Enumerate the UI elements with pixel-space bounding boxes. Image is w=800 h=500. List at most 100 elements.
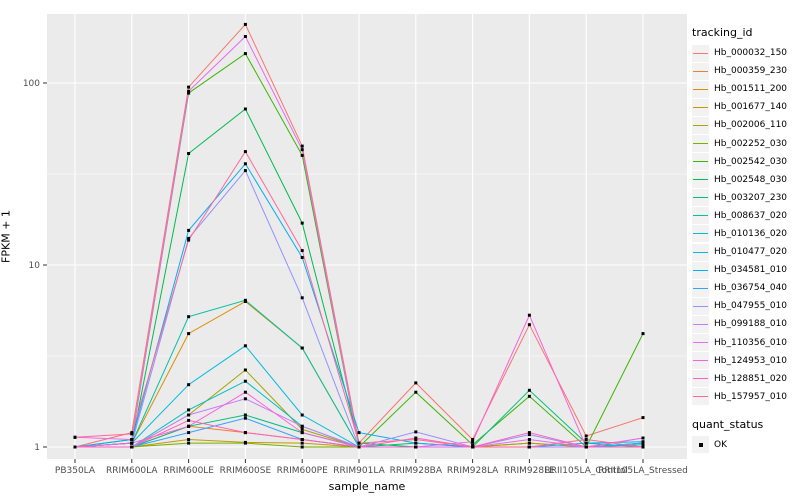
data-point xyxy=(187,236,191,240)
legend-key-line-icon xyxy=(692,189,709,207)
data-point xyxy=(130,441,134,445)
data-point xyxy=(300,445,304,449)
data-point xyxy=(187,152,191,155)
legend-item: OK xyxy=(692,436,798,454)
x-tick-label: RRII105LA_Control xyxy=(544,466,627,476)
data-point xyxy=(300,427,304,431)
legend-item-label: Hb_002252_030 xyxy=(714,138,788,149)
data-point xyxy=(300,424,304,428)
x-tick-label: RRIM928LE xyxy=(504,466,555,476)
legend-item-label: Hb_157957_010 xyxy=(714,391,788,402)
data-point xyxy=(187,383,191,387)
data-point xyxy=(243,107,247,111)
data-point xyxy=(130,432,134,436)
data-point xyxy=(584,445,588,449)
data-point xyxy=(641,332,645,336)
legend: tracking_id Hb_000032_150 Hb_000359_230 Hb… xyxy=(692,26,798,454)
legend-item-label: Hb_036754_040 xyxy=(714,283,788,294)
legend-item: Hb_099188_010 xyxy=(692,315,798,333)
legend-item-label: Hb_010477_020 xyxy=(714,247,788,258)
legend-item: Hb_002252_030 xyxy=(692,134,798,153)
data-point xyxy=(187,418,191,422)
data-point xyxy=(130,438,134,441)
data-point xyxy=(300,296,304,300)
legend-key-line-icon xyxy=(692,334,709,352)
legend-key-line-icon xyxy=(692,171,709,189)
legend-key-line-icon xyxy=(692,261,709,279)
plot-panel xyxy=(47,14,687,459)
legend-key-line-icon xyxy=(692,352,709,370)
data-point xyxy=(300,346,304,350)
data-point xyxy=(414,390,418,394)
legend-key-line-icon xyxy=(692,225,709,243)
data-point xyxy=(130,445,134,449)
data-point xyxy=(584,438,588,441)
data-point xyxy=(187,438,191,441)
legend-item: Hb_157957_010 xyxy=(692,388,798,406)
data-point xyxy=(527,388,531,392)
data-point xyxy=(187,431,191,435)
legend-item-label: Hb_000032_150 xyxy=(714,48,788,59)
x-tick-label: RRIM928LA xyxy=(447,466,499,476)
data-point xyxy=(300,153,304,157)
data-point xyxy=(187,228,191,232)
data-point xyxy=(527,431,531,435)
y-axis-title: FPKM + 1 xyxy=(0,210,13,263)
legend-item: Hb_001677_140 xyxy=(692,98,798,116)
data-point xyxy=(187,332,191,336)
legend-key-line-icon xyxy=(692,44,709,62)
legend-item-label: Hb_001511_200 xyxy=(714,84,788,95)
data-point xyxy=(300,249,304,253)
data-point xyxy=(243,298,247,302)
data-point xyxy=(243,416,247,420)
data-point xyxy=(357,441,361,445)
legend-item-label: Hb_047955_010 xyxy=(714,301,788,312)
data-point xyxy=(471,440,475,444)
legend-item: Hb_124953_010 xyxy=(692,352,798,370)
y-tick-label: 1 xyxy=(34,443,40,453)
legend-item: Hb_128851_020 xyxy=(692,370,798,388)
legend-item-label: Hb_034581_010 xyxy=(714,265,788,276)
legend-item: Hb_001511_200 xyxy=(692,80,798,98)
legend-item-label: Hb_128851_020 xyxy=(714,373,788,384)
legend-item: Hb_034581_010 xyxy=(692,261,798,279)
data-point xyxy=(527,441,531,445)
data-point xyxy=(187,408,191,412)
legend-item-label: Hb_010136_020 xyxy=(714,228,788,239)
x-tick-label: RRIM600PE xyxy=(277,466,329,476)
data-point xyxy=(187,441,191,445)
data-point xyxy=(243,150,247,154)
legend-item-label: Hb_110356_010 xyxy=(714,337,788,348)
data-point xyxy=(357,445,361,449)
legend-item: Hb_002548_030 xyxy=(692,171,798,189)
legend-item: Hb_010136_020 xyxy=(692,225,798,243)
data-point xyxy=(641,443,645,447)
x-tick-label: RRIM600LA xyxy=(106,466,158,476)
data-point xyxy=(187,315,191,319)
x-tick-label: PB350LA xyxy=(55,466,96,476)
data-point xyxy=(414,430,418,434)
data-point xyxy=(300,148,304,152)
data-point xyxy=(187,238,191,242)
data-point xyxy=(527,394,531,398)
data-point xyxy=(357,431,361,435)
data-point xyxy=(641,445,645,449)
legend-color-items: Hb_000032_150 Hb_000359_230 Hb_001511_200 H… xyxy=(692,44,798,406)
legend-item: Hb_002006_110 xyxy=(692,116,798,134)
data-point xyxy=(243,397,247,401)
data-point xyxy=(73,435,77,439)
data-point xyxy=(187,424,191,428)
legend-item-label: Hb_001677_140 xyxy=(714,102,788,113)
legend-item-label: Hb_124953_010 xyxy=(714,355,788,366)
legend-title-tracking-id: tracking_id xyxy=(692,26,753,39)
data-point xyxy=(243,169,247,173)
legend-item: Hb_003207_230 xyxy=(692,189,798,207)
data-point xyxy=(641,436,645,440)
x-tick-label: RRIM600LE xyxy=(163,466,214,476)
data-point xyxy=(300,441,304,445)
legend-item: Hb_008637_020 xyxy=(692,207,798,225)
legend-item-label: OK xyxy=(714,439,727,450)
data-point xyxy=(414,445,418,449)
